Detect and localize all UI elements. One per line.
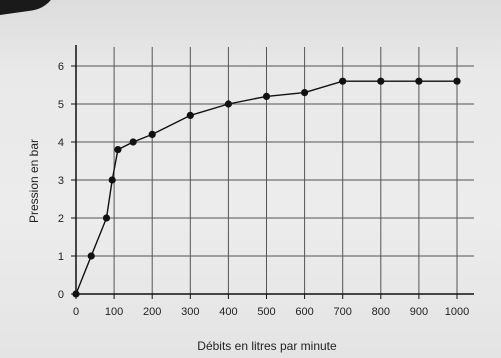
y-tick-label-2: 2	[58, 213, 64, 225]
x-tick-label-1000: 1000	[445, 306, 469, 318]
x-tick-label-400: 400	[219, 306, 237, 318]
data-point-14	[453, 77, 461, 85]
data-point-8	[224, 100, 232, 108]
y-axis-title: Pression en bar	[27, 139, 41, 223]
data-point-2	[102, 214, 111, 222]
data-point-12	[377, 77, 385, 85]
data-point-3	[108, 176, 116, 184]
data-point-13	[415, 77, 423, 85]
y-tick-label-4: 4	[58, 137, 64, 149]
x-tick-label-600: 600	[295, 306, 313, 318]
y-tick-label-3: 3	[58, 175, 64, 187]
data-point-10	[301, 89, 309, 97]
data-point-0	[72, 290, 80, 298]
x-tick-label-0: 0	[73, 306, 79, 318]
data-point-1	[87, 252, 95, 260]
axes	[71, 45, 474, 299]
x-tick-labels: 0 100 200 300 400 500 600 700 800 900 1000	[73, 306, 469, 318]
x-tick-label-500: 500	[257, 306, 275, 318]
data-point-4	[114, 146, 122, 154]
y-tick-label-6: 6	[58, 61, 64, 73]
x-tick-label-800: 800	[372, 306, 390, 318]
grid-lines	[76, 47, 474, 294]
data-point-6	[148, 130, 156, 138]
y-tick-label-0: 0	[58, 289, 64, 301]
data-point-7	[186, 111, 194, 119]
data-point-5	[129, 138, 137, 146]
x-tick-label-300: 300	[181, 306, 199, 318]
x-tick-label-100: 100	[105, 306, 123, 318]
y-tick-labels: 0 1 2 3 4 5 6	[58, 61, 64, 301]
y-tick-label-1: 1	[58, 251, 64, 263]
x-tick-label-700: 700	[334, 306, 352, 318]
data-point-9	[262, 92, 271, 100]
data-point-11	[339, 77, 347, 85]
x-tick-label-200: 200	[143, 306, 161, 318]
x-tick-label-900: 900	[410, 306, 428, 318]
x-axis-title: Débits en litres par minute	[197, 339, 337, 353]
data-points	[72, 77, 461, 298]
y-tick-label-5: 5	[58, 99, 64, 111]
